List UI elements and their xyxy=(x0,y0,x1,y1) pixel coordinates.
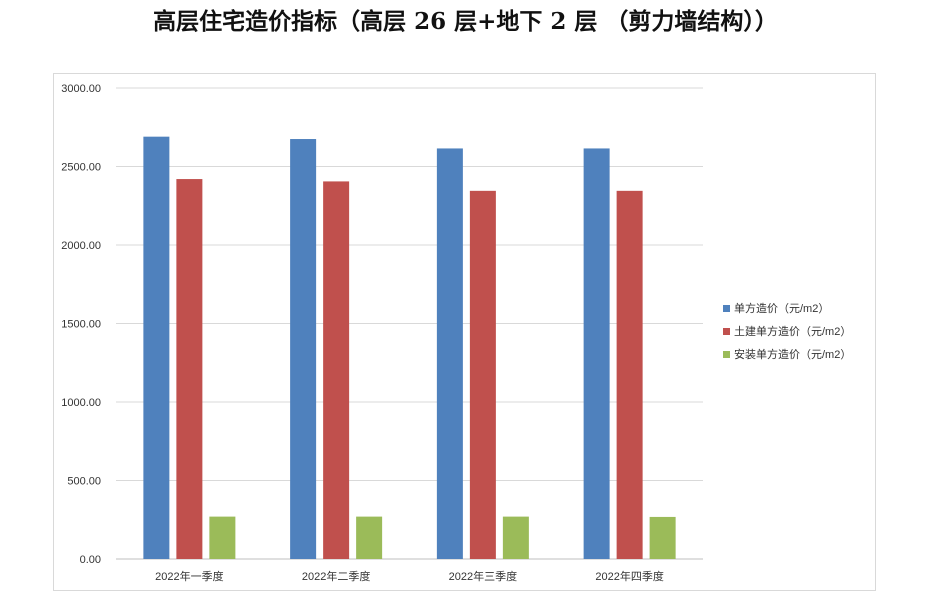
bar-2-4 xyxy=(616,190,643,559)
bar-3-2 xyxy=(356,516,383,559)
x-category-label: 2022年二季度 xyxy=(302,569,370,583)
x-category-label: 2022年四季度 xyxy=(595,569,663,583)
y-tick-label: 3000.00 xyxy=(61,83,101,95)
bar-1-1 xyxy=(143,136,170,560)
legend: 单方造价（元/m2） 土建单方造价（元/m2） 安装单方造价（元/m2） xyxy=(723,301,851,361)
bar-3-3 xyxy=(502,516,529,559)
legend-label-3: 安装单方造价（元/m2） xyxy=(734,347,851,361)
gridlines xyxy=(116,87,703,560)
y-tick-label: 2500.00 xyxy=(61,162,101,174)
bar-1-3 xyxy=(436,148,463,559)
y-tick-label: 0.00 xyxy=(80,554,101,566)
bar-2-1 xyxy=(176,179,203,559)
bar-3-4 xyxy=(649,516,676,559)
legend-label-1: 单方造价（元/m2） xyxy=(734,301,829,315)
legend-label-2: 土建单方造价（元/m2） xyxy=(734,324,851,338)
bar-2-2 xyxy=(323,181,350,560)
bars xyxy=(143,136,676,560)
bar-3-1 xyxy=(209,516,236,559)
x-category-label: 2022年三季度 xyxy=(449,569,517,583)
legend-swatch-1 xyxy=(723,305,730,312)
legend-swatch-2 xyxy=(723,328,730,335)
legend-swatch-3 xyxy=(723,351,730,358)
bar-1-2 xyxy=(290,139,317,559)
y-tick-label: 1000.00 xyxy=(61,397,101,409)
y-tick-label: 2000.00 xyxy=(61,240,101,252)
bar-1-4 xyxy=(583,148,610,559)
x-axis-categories: 2022年一季度 2022年二季度 2022年三季度 2022年四季度 xyxy=(155,569,664,583)
y-axis-ticks: 0.00 500.00 1000.00 1500.00 2000.00 2500.00 30… xyxy=(61,83,101,566)
y-tick-label: 1500.00 xyxy=(61,319,101,331)
x-category-label: 2022年一季度 xyxy=(155,569,223,583)
y-tick-label: 500.00 xyxy=(67,476,101,488)
bar-2-3 xyxy=(469,190,496,559)
chart-title: 高层住宅造价指标（高层 26 层+地下 2 层 （剪力墙结构）） xyxy=(153,8,778,35)
